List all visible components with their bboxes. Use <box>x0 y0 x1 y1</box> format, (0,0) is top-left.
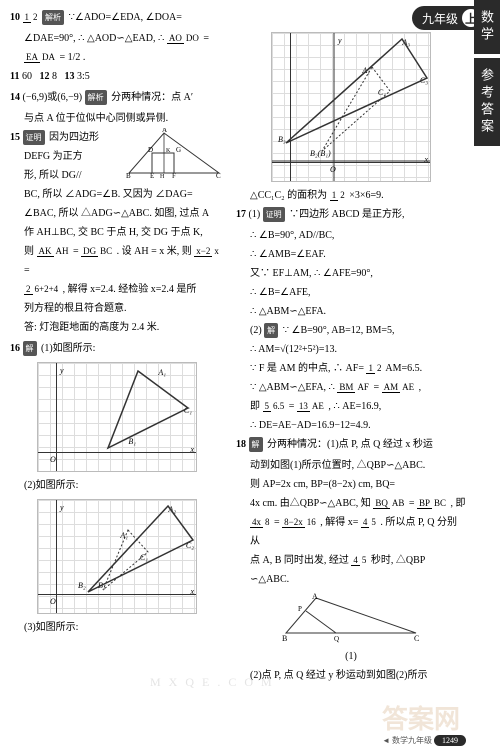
problems-11-13: 11 60 12 8 13 3:5 <box>10 67 224 86</box>
p18-figcap: (1) <box>236 647 466 666</box>
problem-15: 15 证明 因为四边形 B C A D G E H F K <box>10 128 224 337</box>
p15-line7: 则 AKAH = DGBC . 设 AH = x 米, 则 x−2x = <box>10 242 224 280</box>
tab-subject: 数学 <box>474 0 500 54</box>
problem-17: 17 (1) 证明 ∵四边形 ABCD 是正方形, <box>236 205 466 224</box>
p10-line1: ∵∠ADO=∠EDA, ∠DOA= <box>69 12 182 23</box>
svg-text:H: H <box>160 174 165 178</box>
svg-text:E: E <box>150 172 154 178</box>
watermark-url: MXQE.COM <box>150 675 280 690</box>
p10-line3: EADA = 1/2 . <box>10 48 224 67</box>
right-column: A₃ C₃ A₁ C₁ B₃ B₂(B₁) O x y △CC₁C₂ 的面积为 … <box>230 0 470 750</box>
page: 九年级 上 数学 参考答案 10 12 解析 ∵∠ADO=∠EDA, ∠DOA=… <box>0 0 500 750</box>
p16-fig2: A₂ C₂ A₁ C₁ B₂ B₁ O x y <box>37 499 197 614</box>
p16-fig1: A₁ C₁ B₁ O x y <box>37 362 197 472</box>
problem-16: 16 解 (1)如图所示: <box>10 339 224 358</box>
svg-text:C: C <box>414 634 419 643</box>
problem-10: 10 12 解析 ∵∠ADO=∠EDA, ∠DOA= <box>10 8 224 27</box>
p10-line2: ∠DAE=90°, ∴ △AOD∽△EAD, ∴ AODO = <box>10 29 224 48</box>
p15-figure: B C A D G E H F K <box>124 128 224 178</box>
svg-text:A: A <box>162 128 167 134</box>
p18-l6: 点 A, B 同时出发, 经过 45 秒时, △QBP <box>236 551 466 570</box>
svg-text:B: B <box>282 634 287 643</box>
p17-l10: ∵ △ABM∽△EFA, ∴ BMAF = AMAE , <box>236 378 466 397</box>
p18-l5: 4x8 = 8−2x16 , 解得 x= 45 . 所以点 P, Q 分别从 <box>236 513 466 551</box>
svg-text:C: C <box>216 172 221 178</box>
tab-answers: 参考答案 <box>474 58 500 146</box>
p18-figure: B C A P Q <box>276 593 426 643</box>
p16-fig3: A₃ C₃ A₁ C₁ B₃ B₂(B₁) O x y <box>271 32 431 182</box>
grade-text: 九年级 <box>422 10 458 27</box>
svg-text:Q: Q <box>334 635 339 643</box>
p16c: △CC₁C₂ 的面积为 12 ×3×6=9. <box>236 186 466 205</box>
svg-text:P: P <box>298 605 302 613</box>
p10-ans: 12 <box>23 13 40 23</box>
p17-l11: 即 56.5 = 13AE , ∴ AE=16.9, <box>236 397 466 416</box>
page-number: 1249 <box>434 735 466 746</box>
side-tabs: 数学 参考答案 <box>474 0 500 750</box>
svg-text:F: F <box>172 172 176 178</box>
left-column: 10 12 解析 ∵∠ADO=∠EDA, ∠DOA= ∠DAE=90°, ∴ △… <box>0 0 230 750</box>
svg-text:D: D <box>148 146 153 154</box>
svg-text:K: K <box>166 148 171 154</box>
problem-18: 18 解 分两种情况：(1)点 P, 点 Q 经过 x 秒运 <box>236 435 466 454</box>
svg-text:B: B <box>126 172 131 178</box>
p17-part2: (2) 解 ∵ ∠B=90°, AB=12, BM=5, <box>236 321 466 340</box>
p10-num: 10 <box>10 12 20 23</box>
p15-line8: 26+2+4 , 解得 x=2.4. 经检验 x=2.4 是所 <box>10 280 224 299</box>
page-footer: ◄ 数学九年级 1249 <box>382 735 466 746</box>
p17-l9: ∵ F 是 AM 的中点, ∴ AF= 12 AM=6.5. <box>236 359 466 378</box>
p14-line2: 与点 A 位于位似中心同侧或异侧. <box>10 109 224 128</box>
svg-text:G: G <box>176 146 181 154</box>
svg-text:A: A <box>312 593 318 601</box>
p10-label: 解析 <box>42 10 64 25</box>
p18-l4: 4x cm. 由△QBP∽△ABC, 知 BQAB = BPBC , 即 <box>236 494 466 513</box>
problem-14: 14 (−6,9)或(6,−9) 解析 分两种情况：点 A′ <box>10 88 224 107</box>
